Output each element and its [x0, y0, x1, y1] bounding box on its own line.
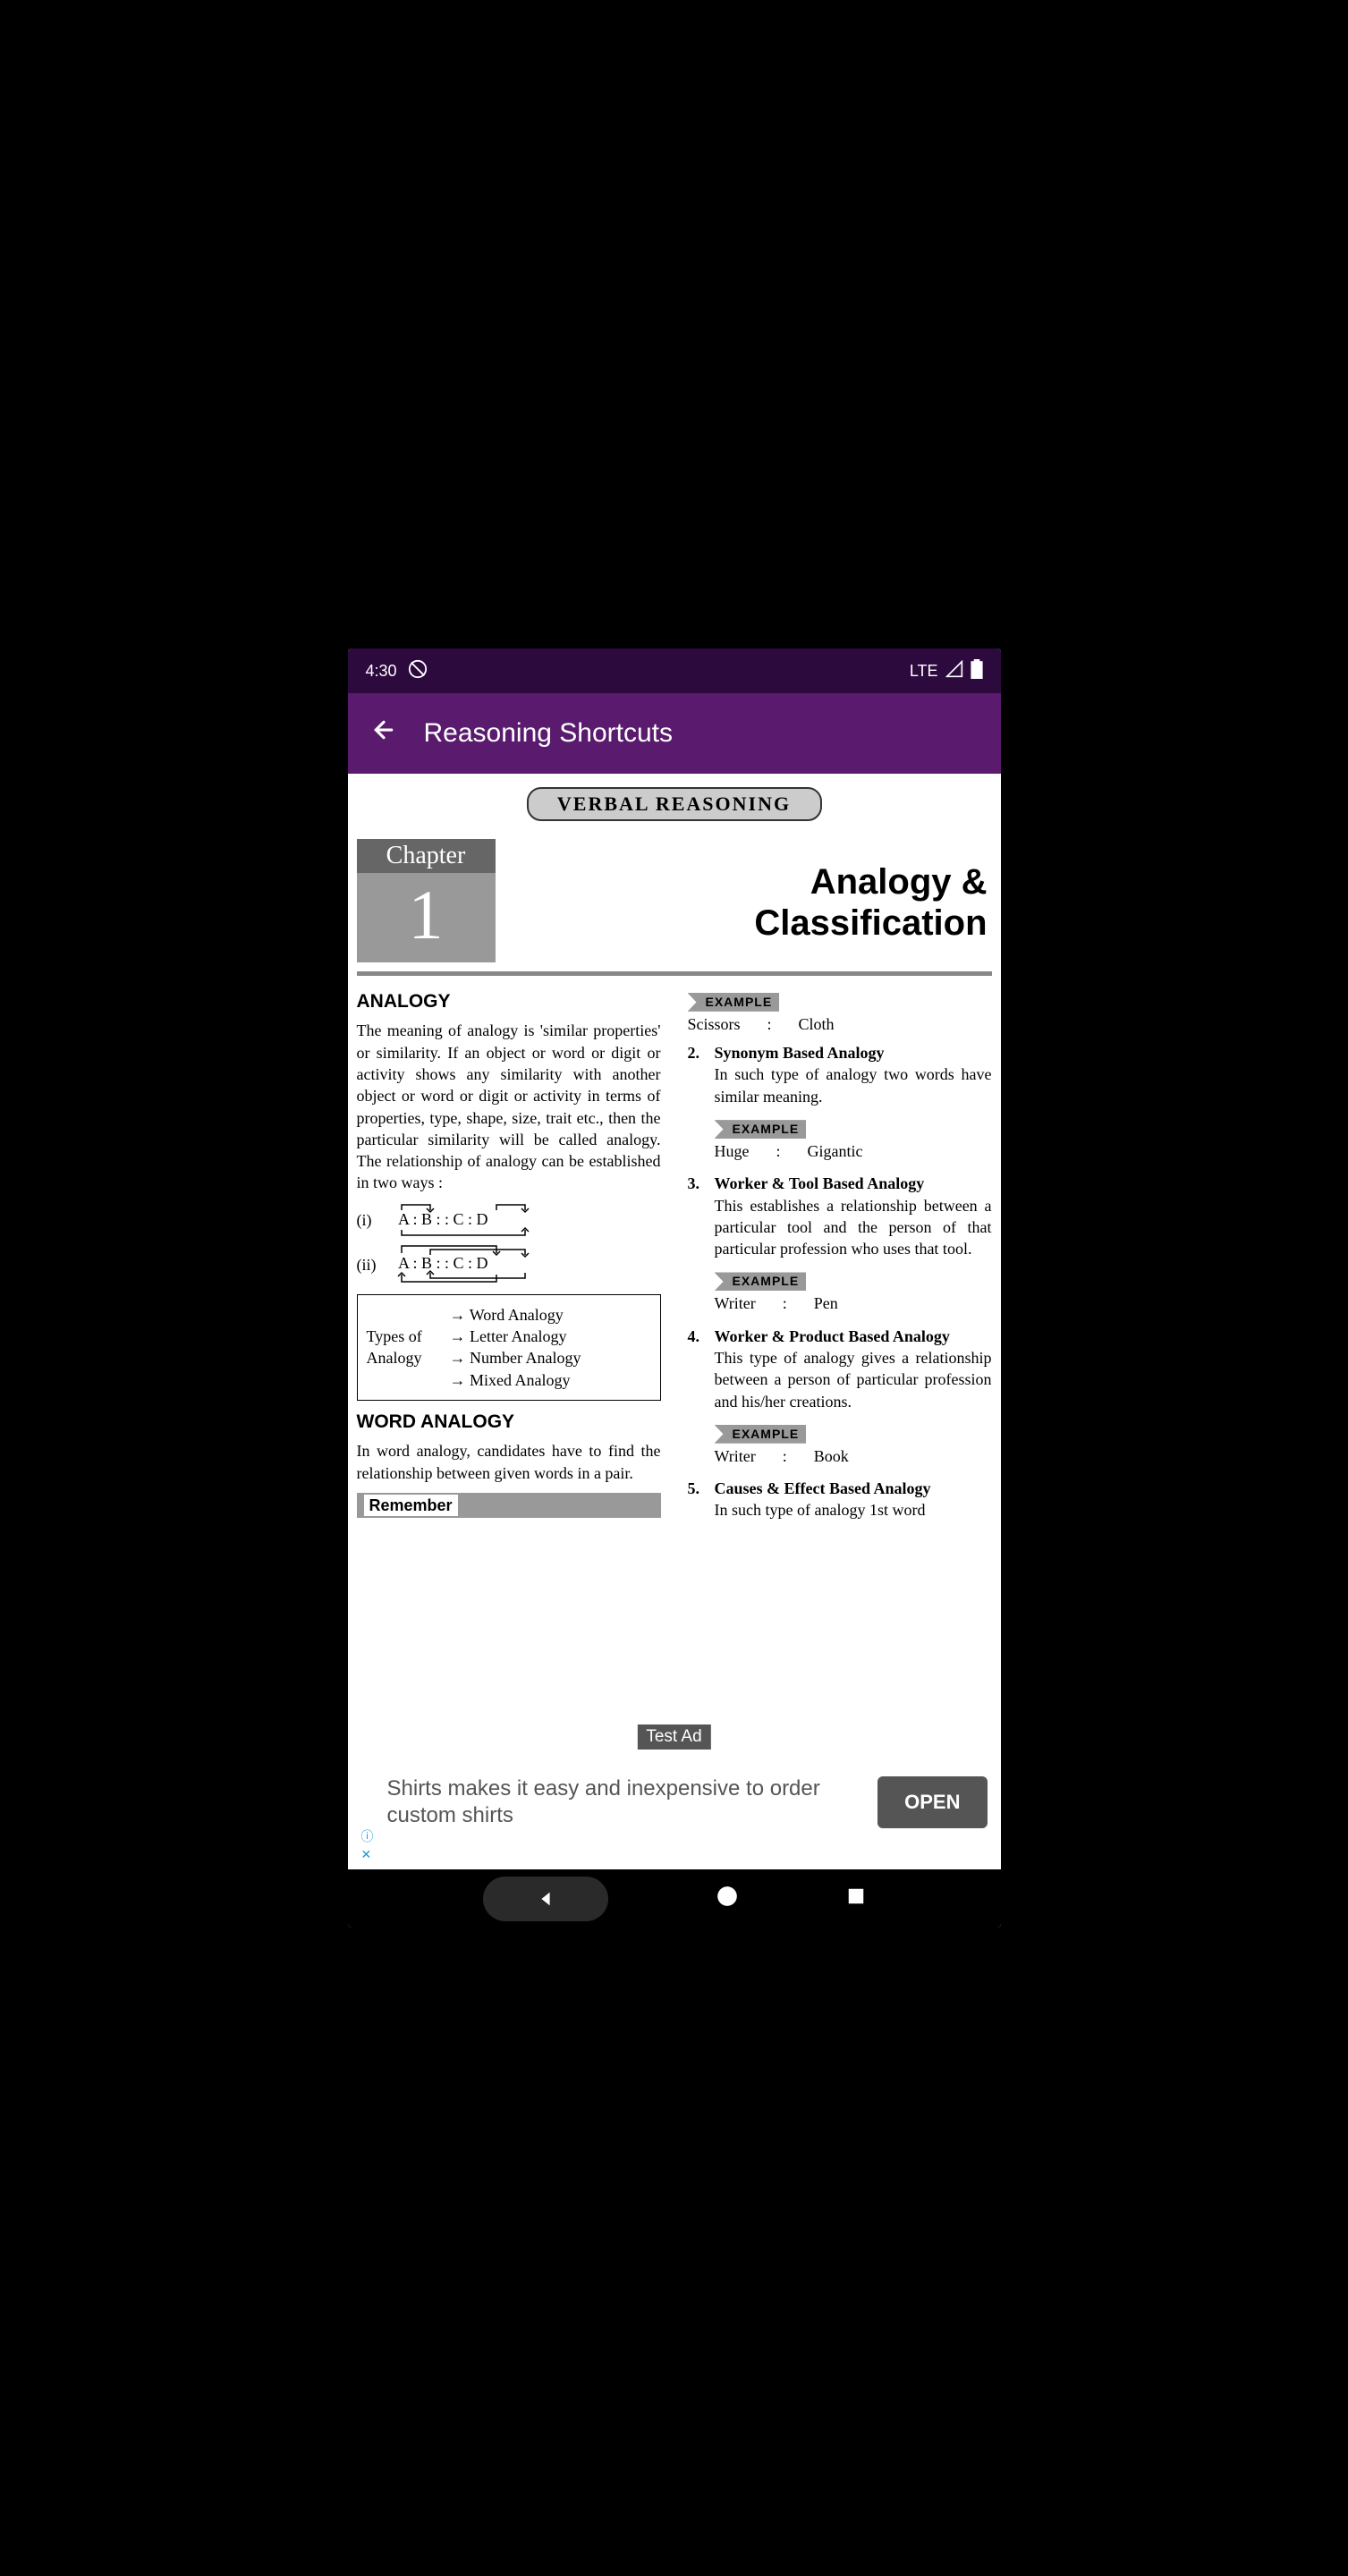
word-analogy-text: In word analogy, candidates have to find… [357, 1440, 661, 1484]
svg-text:A : B : : C : D: A : B : : C : D [398, 1254, 488, 1272]
tablet-frame: 4:30 LTE Reasoning Shortcuts [326, 622, 1023, 1954]
battery-icon [971, 659, 983, 683]
item-3: 3. Worker & Tool Based Analogy This esta… [688, 1173, 992, 1321]
ad-close-icon[interactable]: ✕ [361, 1847, 374, 1862]
content-area[interactable]: VERBAL REASONING Chapter 1 Analogy & Cla… [348, 774, 1001, 1735]
relation-diagram-1: A : B : : C : D [391, 1203, 561, 1237]
example-tag: EXAMPLE [688, 993, 780, 1012]
item-2: 2. Synonym Based Analogy In such type of… [688, 1042, 992, 1169]
section-heading: VERBAL REASONING [527, 787, 822, 821]
signal-icon [945, 660, 963, 682]
back-button[interactable] [370, 716, 397, 750]
example-1: Scissors:Cloth [688, 1013, 992, 1035]
system-nav-bar [348, 1869, 1001, 1928]
ad-info-icon[interactable]: ⓘ [361, 1827, 374, 1845]
nav-home-button[interactable] [716, 1885, 739, 1912]
relation-diagram-2: A : B : : C : D [391, 1244, 561, 1285]
word-analogy-heading: WORD ANALOGY [357, 1410, 661, 1435]
relation-diagrams: (i) A : B : : C : D [357, 1203, 661, 1285]
app-title: Reasoning Shortcuts [424, 718, 674, 749]
ad-text: Shirts makes it easy and inexpensive to … [387, 1775, 865, 1829]
nav-recent-button[interactable] [846, 1886, 866, 1911]
screen: 4:30 LTE Reasoning Shortcuts [348, 648, 1001, 1928]
ad-banner[interactable]: Test Ad ⓘ ✕ Shirts makes it easy and ine… [348, 1735, 1001, 1869]
title-rule [357, 971, 992, 976]
test-ad-label: Test Ad [637, 1724, 710, 1750]
remember-box: Remember [357, 1493, 661, 1518]
ad-info-icons[interactable]: ⓘ ✕ [361, 1735, 374, 1869]
chapter-label: Chapter [357, 839, 496, 873]
types-label: Types of Analogy [367, 1326, 434, 1369]
status-time: 4:30 [366, 662, 397, 681]
types-list: Word Analogy Letter Analogy Number Analo… [450, 1304, 651, 1391]
two-column-body: ANALOGY The meaning of analogy is 'simil… [357, 989, 992, 1534]
right-column: EXAMPLE Scissors:Cloth 2. Synonym Based … [688, 989, 992, 1534]
network-label: LTE [910, 662, 938, 681]
analogy-heading: ANALOGY [357, 989, 661, 1014]
chapter-number: 1 [357, 873, 496, 962]
svg-text:A : B : : C : D: A : B : : C : D [398, 1210, 488, 1228]
chapter-header: Chapter 1 Analogy & Classification [357, 839, 992, 962]
app-bar: Reasoning Shortcuts [348, 693, 1001, 774]
dnd-icon [408, 659, 428, 683]
item-5: 5. Causes & Effect Based Analogy In such… [688, 1478, 992, 1530]
status-bar: 4:30 LTE [348, 648, 1001, 693]
item-4: 4. Worker & Product Based Analogy This t… [688, 1326, 992, 1474]
analogy-text: The meaning of analogy is 'similar prope… [357, 1020, 661, 1193]
types-box: Types of Analogy Word Analogy Letter Ana… [357, 1294, 661, 1401]
chapter-title: Analogy & Classification [496, 839, 992, 944]
left-column: ANALOGY The meaning of analogy is 'simil… [357, 989, 661, 1534]
ad-open-button[interactable]: OPEN [877, 1776, 987, 1828]
nav-back-button[interactable] [483, 1877, 608, 1921]
